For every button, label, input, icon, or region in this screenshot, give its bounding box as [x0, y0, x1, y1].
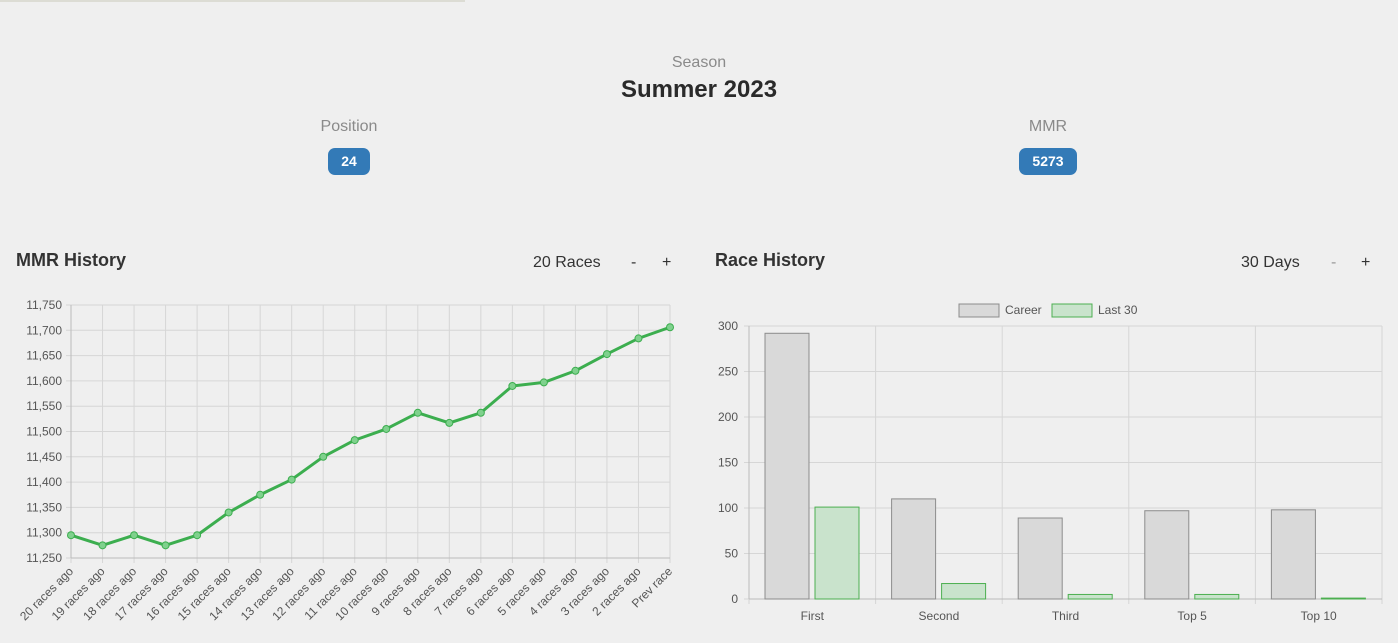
top-divider: [0, 0, 465, 2]
last30-bar: [1320, 597, 1366, 600]
mmr-data-point: [476, 408, 485, 417]
last30-bar: [941, 583, 987, 600]
y-tick-label: 11,450: [26, 450, 62, 464]
mmr-data-point: [508, 381, 517, 390]
mmr-label: MMR: [1028, 118, 1068, 135]
mmr-data-point: [161, 541, 170, 550]
y-tick-label: 11,550: [26, 399, 62, 413]
position-label: Position: [320, 118, 378, 135]
last30-bar: [814, 506, 860, 600]
y-tick-label: 11,750: [26, 298, 62, 312]
career-bar: [1017, 517, 1063, 600]
mmr-data-point: [445, 418, 454, 427]
y-tick-label: 100: [718, 501, 738, 515]
y-tick-label: 11,250: [26, 551, 62, 565]
x-tick-label: First: [801, 609, 825, 623]
race-decrease-button[interactable]: -: [1331, 254, 1337, 271]
mmr-data-point: [319, 452, 328, 461]
x-tick-label: Third: [1052, 609, 1079, 623]
race-range-label: 30 Days: [1241, 254, 1300, 271]
race-history-chart: 0 50 100 150 200 250 300 First Second Third Top 5 T…: [718, 303, 1383, 623]
mmr-data-point: [413, 408, 422, 417]
y-tick-label: 11,500: [26, 425, 62, 439]
y-tick-label: 11,400: [26, 475, 62, 489]
career-bar: [891, 498, 937, 600]
mmr-data-point: [350, 436, 359, 445]
mmr-data-point: [382, 424, 391, 433]
y-tick-label: 11,700: [26, 323, 62, 337]
mmr-history-chart: 11,250 11,300 11,350 11,400 11,450 11,500 11,5…: [17, 298, 675, 623]
mmr-data-point: [67, 531, 75, 540]
legend-swatch-career: [958, 303, 1000, 318]
y-tick-label: 11,600: [26, 374, 62, 388]
race-history-title: Race History: [715, 250, 826, 270]
last30-bar: [1194, 593, 1240, 600]
legend-label-career: Career: [1005, 303, 1042, 317]
mmr-range-label: 20 Races: [533, 254, 601, 271]
x-tick-label: Second: [919, 609, 960, 623]
mmr-data-point: [224, 508, 233, 517]
mmr-data-point: [256, 490, 265, 499]
mmr-data-point: [634, 334, 643, 343]
legend-swatch-last30: [1051, 303, 1093, 318]
position-badge: 24: [328, 148, 370, 175]
race-increase-button[interactable]: +: [1361, 254, 1371, 271]
mmr-badge: 5273: [1019, 148, 1077, 175]
y-tick-label: 11,350: [26, 500, 62, 514]
mmr-data-point: [602, 350, 611, 359]
y-tick-label: 300: [718, 319, 738, 333]
mmr-data-point: [666, 323, 674, 332]
y-tick-label: 0: [731, 592, 738, 606]
mmr-data-point: [193, 531, 202, 540]
mmr-data-point: [539, 378, 548, 387]
mmr-data-point: [571, 366, 580, 375]
mmr-data-point: [130, 531, 139, 540]
y-tick-label: 200: [718, 410, 738, 424]
mmr-increase-button[interactable]: +: [662, 254, 672, 271]
mmr-data-point: [98, 541, 107, 550]
mmr-history-title: MMR History: [16, 250, 127, 270]
mmr-series-line: [70, 325, 671, 547]
y-tick-label: 11,300: [26, 526, 62, 540]
mmr-decrease-button[interactable]: -: [631, 254, 637, 271]
legend-label-last30: Last 30: [1098, 303, 1138, 317]
career-bar: [1144, 510, 1190, 600]
y-tick-label: 150: [718, 456, 738, 470]
y-tick-label: 50: [725, 547, 739, 561]
season-name: Summer 2023: [620, 76, 778, 103]
career-bar: [1270, 509, 1316, 600]
career-bar: [764, 332, 810, 600]
mmr-data-point: [287, 475, 296, 484]
y-tick-label: 250: [718, 365, 738, 379]
last30-bar: [1067, 593, 1113, 600]
x-tick-label: Top 5: [1177, 609, 1207, 623]
y-tick-label: 11,650: [26, 349, 62, 363]
x-tick-label: Top 10: [1301, 609, 1337, 623]
season-label: Season: [671, 54, 727, 71]
